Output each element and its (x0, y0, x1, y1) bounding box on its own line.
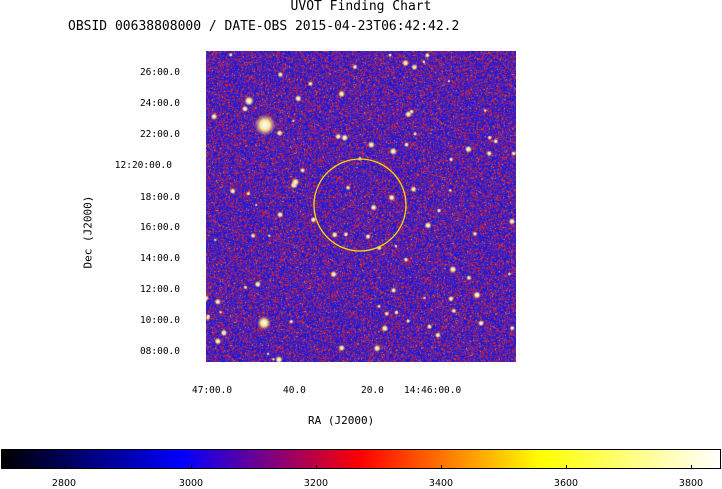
colorbar-tick-label: 3000 (178, 478, 204, 489)
colorbar-tick-mark (566, 465, 567, 469)
sky-image[interactable] (206, 51, 516, 362)
ra-tick-label: 47:00.0 (192, 385, 233, 396)
dec-tick-label: 26:00.0 (139, 67, 180, 78)
dec-tick-label: 14:00.0 (139, 253, 180, 264)
colorbar-tick-label: 3200 (303, 478, 329, 489)
dec-tick-label: 10:00.0 (139, 315, 180, 326)
dec-tick-label: 24:00.0 (139, 98, 180, 109)
colorbar-tick-mark (441, 465, 442, 469)
dec-tick-label: 12:20:00.0 (114, 160, 172, 171)
colorbar-tick-mark (691, 465, 692, 469)
dec-tick-label: 08:00.0 (139, 346, 180, 357)
dec-axis-label: Dec (J2000) (81, 195, 95, 269)
colorbar-tick-mark (316, 465, 317, 469)
chart-title: UVOT Finding Chart (290, 0, 432, 14)
ra-tick-label: 40.0 (283, 385, 306, 396)
colorbar-tick-label: 3400 (428, 478, 454, 489)
ra-tick-label: 14:46:00.0 (404, 385, 462, 396)
ra-tick-label: 20.0 (361, 385, 384, 396)
colorbar-tick-mark (64, 465, 65, 469)
dec-tick-label: 18:00.0 (139, 192, 180, 203)
dec-tick-label: 12:00.0 (139, 284, 180, 295)
dec-tick-label: 22:00.0 (139, 129, 180, 140)
observation-subtitle: OBSID 00638808000 / DATE-OBS 2015-04-23T… (68, 19, 460, 34)
colorbar-tick-label: 2800 (51, 478, 77, 489)
colorbar-tick-mark (191, 465, 192, 469)
ra-axis-label: RA (J2000) (308, 414, 375, 427)
colorbar-tick-label: 3600 (553, 478, 579, 489)
colorbar-tick-label: 3800 (678, 478, 704, 489)
dec-tick-label: 16:00.0 (139, 222, 180, 233)
colorbar (1, 449, 721, 469)
